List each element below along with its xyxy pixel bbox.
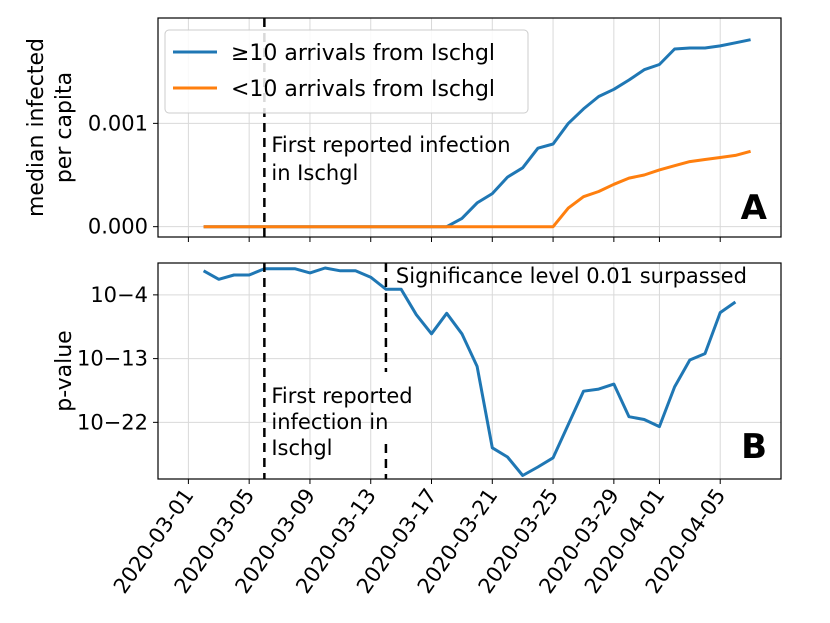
first-infection-label-b-line1: First reported: [271, 384, 412, 408]
panel-b: First reported infection in Ischgl Signi…: [52, 262, 782, 598]
series-b: [202, 266, 737, 477]
panel-label-b: B: [741, 427, 767, 467]
series-line-pvalue: [202, 266, 737, 477]
first-infection-label-b-line2: infection in: [271, 410, 388, 434]
y-tick-label: 0.000: [88, 215, 148, 239]
panel-label-a: A: [741, 188, 768, 228]
legend-box: [164, 29, 529, 114]
x-ticks-b: 2020-03-012020-03-052020-03-092020-03-13…: [109, 479, 730, 598]
x-ticks-a: [187, 237, 721, 242]
y-tick-label: 10−22: [77, 410, 148, 434]
panel-a: First reported infection in Ischgl 0.000…: [24, 17, 782, 242]
y-ticks-b: 10−4 10−13 10−22: [77, 283, 158, 434]
y-axis-label-a-line2: per capita: [52, 72, 77, 183]
legend: ≥10 arrivals from Ischgl <10 arrivals fr…: [164, 29, 529, 114]
first-infection-label-a-line1: First reported infection: [271, 133, 510, 157]
first-infection-label-b-line3: Ischgl: [271, 436, 332, 460]
series-line-ge10: [203, 38, 751, 229]
y-axis-label-a-line1: median infected: [24, 38, 49, 217]
y-axis-label-b: p-value: [52, 330, 77, 411]
series-a: [203, 38, 751, 229]
axes-frame-a: [157, 17, 782, 238]
series-line-lt10: [203, 149, 751, 229]
significance-label: Significance level 0.01 surpassed: [396, 264, 747, 288]
y-tick-label: 10−13: [77, 347, 148, 371]
y-ticks-a: 0.000 0.001: [88, 111, 158, 239]
grid-b: [158, 263, 781, 479]
y-tick-label: 0.001: [88, 111, 148, 135]
legend-label-lt10: <10 arrivals from Ischgl: [231, 77, 495, 102]
legend-label-ge10: ≥10 arrivals from Ischgl: [231, 41, 495, 66]
first-infection-label-a-line2: in Ischgl: [271, 161, 358, 185]
y-tick-label: 10−4: [90, 283, 148, 307]
axes-frame-b: [157, 262, 782, 480]
